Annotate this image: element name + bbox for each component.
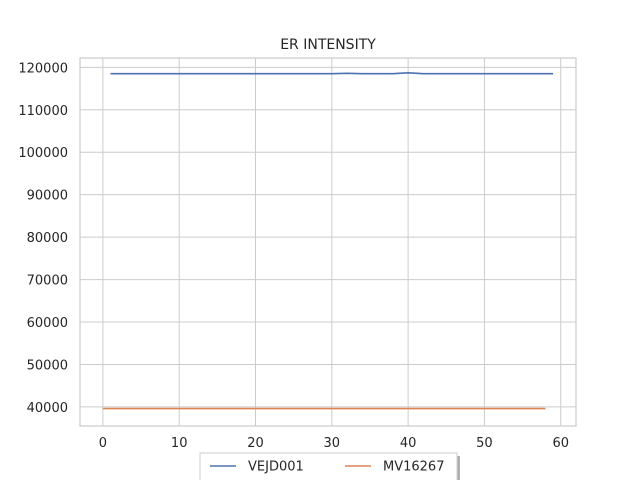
series-line-vejd001	[110, 72, 554, 75]
x-tick-label: 0	[99, 436, 107, 451]
y-tick-label: 120000	[18, 61, 68, 76]
x-tick-label: 60	[552, 436, 569, 451]
legend: VEJD001 MV16267	[199, 452, 460, 480]
chart-title: ER INTENSITY	[280, 37, 376, 53]
tick-labels: 0 10 20 30 40 50 60 40000 50000 60000 70000 80000 90…	[18, 61, 569, 451]
y-tick-label: 40000	[27, 401, 68, 416]
x-tick-label: 50	[476, 436, 493, 451]
x-tick-label: 20	[247, 436, 264, 451]
y-tick-label: 50000	[27, 358, 68, 373]
y-tick-label: 90000	[27, 189, 68, 204]
plot-frame	[79, 57, 577, 427]
y-tick-label: 60000	[27, 316, 68, 331]
series-lines	[102, 72, 554, 410]
x-tick-label: 10	[171, 436, 188, 451]
legend-box	[199, 452, 458, 480]
y-tick-label: 110000	[18, 104, 68, 119]
plot-background	[80, 58, 576, 426]
legend-label-vejd001: VEJD001	[248, 460, 304, 475]
y-tick-label: 100000	[18, 146, 68, 161]
x-tick-label: 30	[324, 436, 341, 451]
legend-label-mv16267: MV16267	[383, 460, 444, 475]
x-tick-label: 40	[400, 436, 417, 451]
y-tick-label: 70000	[27, 274, 68, 289]
y-tick-label: 80000	[27, 231, 68, 246]
grid-lines	[80, 58, 576, 426]
